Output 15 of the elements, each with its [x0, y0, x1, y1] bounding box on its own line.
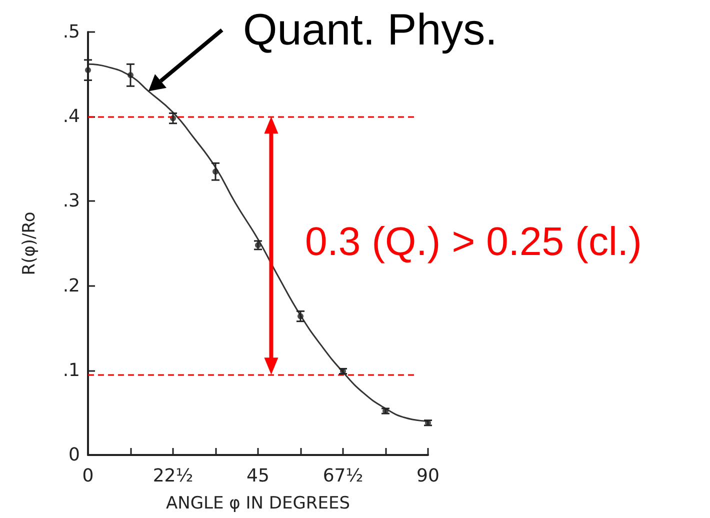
annotation: Quant. Phys.	[243, 6, 498, 54]
annotation: 0.3 (Q.) > 0.25 (cl.)	[305, 220, 642, 264]
x-axis-title: ANGLE φ IN DEGREES	[166, 494, 350, 514]
y-tick-label: .5	[62, 22, 80, 42]
y-tick-label: .3	[62, 190, 80, 212]
x-tick-label: 67½	[322, 466, 364, 486]
x-tick-label: 0	[82, 466, 94, 486]
y-tick-label: 0	[68, 444, 80, 466]
x-tick-label: 22½	[152, 466, 194, 486]
x-tick-label: 45	[246, 466, 270, 486]
y-tick-label: .4	[62, 106, 80, 128]
x-tick-label: 90	[416, 466, 440, 486]
y-tick-label: .1	[62, 360, 80, 381]
y-axis-title: R(φ)/Ro	[20, 212, 40, 276]
y-tick-label: .2	[62, 275, 80, 296]
